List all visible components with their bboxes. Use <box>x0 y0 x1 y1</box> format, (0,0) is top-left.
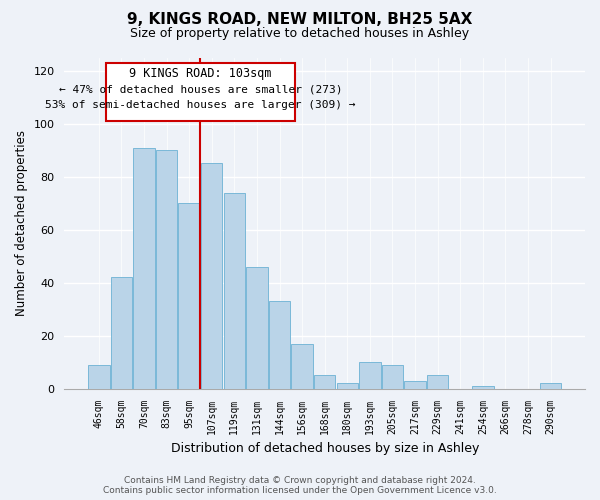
Bar <box>246 267 268 388</box>
Text: Size of property relative to detached houses in Ashley: Size of property relative to detached ho… <box>130 28 470 40</box>
Text: 9, KINGS ROAD, NEW MILTON, BH25 5AX: 9, KINGS ROAD, NEW MILTON, BH25 5AX <box>127 12 473 28</box>
Y-axis label: Number of detached properties: Number of detached properties <box>15 130 28 316</box>
Bar <box>156 150 177 388</box>
Bar <box>110 278 132 388</box>
Text: 9 KINGS ROAD: 103sqm: 9 KINGS ROAD: 103sqm <box>129 67 272 80</box>
Bar <box>201 164 223 388</box>
Bar <box>359 362 380 388</box>
Bar <box>88 365 110 388</box>
Bar <box>178 203 200 388</box>
Bar <box>427 376 448 388</box>
Bar <box>269 302 290 388</box>
Bar <box>382 365 403 388</box>
Text: Contains HM Land Registry data © Crown copyright and database right 2024.
Contai: Contains HM Land Registry data © Crown c… <box>103 476 497 495</box>
Bar <box>472 386 494 388</box>
FancyBboxPatch shape <box>106 63 295 121</box>
X-axis label: Distribution of detached houses by size in Ashley: Distribution of detached houses by size … <box>170 442 479 455</box>
Bar <box>314 376 335 388</box>
Text: 53% of semi-detached houses are larger (309) →: 53% of semi-detached houses are larger (… <box>45 100 356 110</box>
Bar <box>133 148 155 388</box>
Bar <box>292 344 313 388</box>
Bar <box>404 380 426 388</box>
Bar <box>540 384 562 388</box>
Bar <box>224 192 245 388</box>
Bar <box>337 384 358 388</box>
Text: ← 47% of detached houses are smaller (273): ← 47% of detached houses are smaller (27… <box>59 84 342 94</box>
